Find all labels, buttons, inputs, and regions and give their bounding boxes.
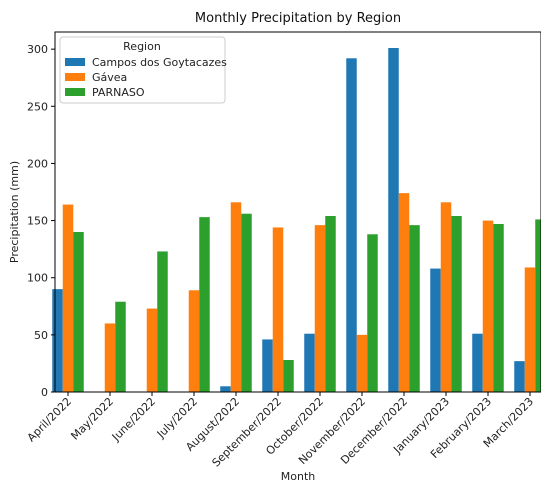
bar [356,334,368,392]
bar [535,219,541,392]
y-tick-label: 200 [27,157,48,170]
bar [262,339,273,392]
y-tick-label: 150 [27,215,48,228]
legend-swatch [65,58,85,66]
bar [62,204,74,392]
bar [220,386,231,392]
legend-label: Gávea [92,71,127,84]
bar [157,251,168,392]
bar [314,225,326,392]
x-axis: April/2022May/2022June/2022July/2022Augu… [25,392,536,470]
legend-box [59,36,226,104]
bar [230,202,242,392]
bar [430,268,441,392]
y-tick-label: 50 [34,329,48,342]
y-tick-label: 300 [27,43,48,56]
bar [398,193,410,392]
legend-label: Campos dos Goytacazes [92,56,227,69]
bar [283,360,294,392]
bar [241,213,252,392]
bar [115,301,126,392]
bar [440,202,452,392]
legend: Region Campos dos Goytacazes Gávea PARNASO [59,36,227,104]
plot-frame [54,31,541,393]
bar [199,217,210,392]
bar [493,224,504,392]
bar [346,58,357,392]
y-tick-label: 100 [27,272,48,285]
bar [472,333,483,392]
y-tick-label: 250 [27,100,48,113]
y-tick-label: 0 [41,386,48,399]
bar [367,234,378,392]
bar [451,216,462,392]
bar [482,220,494,392]
bar [524,267,536,392]
chart-title: Monthly Precipitation by Region [195,11,401,26]
bar [325,216,336,392]
y-axis: 0 50 100 150 200 250 300 [27,43,55,399]
bar [188,290,200,392]
bars-layer [52,48,541,392]
bar [388,48,399,392]
x-tick-label: May/2022 [68,395,116,443]
bar [272,227,284,392]
bar [146,308,158,392]
bar [409,225,420,392]
legend-swatch [65,88,85,96]
legend-label: PARNASO [92,86,145,99]
bar [104,323,116,392]
bar [304,333,315,392]
y-axis-label: Precipitation (mm) [8,161,21,263]
bar [73,232,84,392]
x-axis-label: Month [281,470,316,483]
bar [52,289,63,392]
x-tick-label: April/2022 [25,395,74,444]
x-tick-label: June/2022 [109,395,158,444]
legend-title: Region [123,40,161,53]
bar [514,361,525,392]
legend-swatch [65,73,85,81]
